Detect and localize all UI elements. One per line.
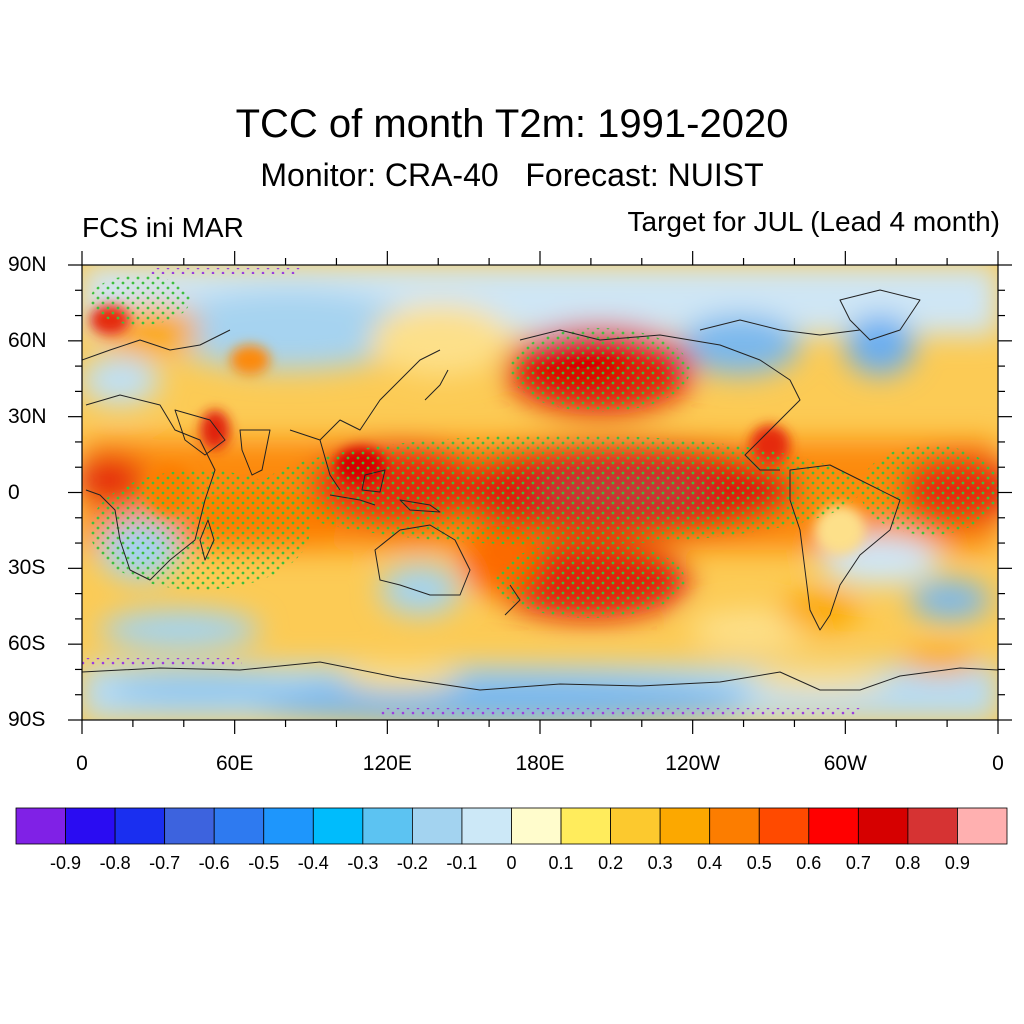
lon-label: 0 bbox=[76, 752, 88, 775]
colorbar-label: -0.1 bbox=[446, 853, 478, 873]
colorbar-swatch bbox=[114, 807, 166, 845]
lat-label: 90S bbox=[8, 708, 46, 731]
colorbar-swatch bbox=[15, 807, 66, 845]
colorbar-swatch bbox=[164, 807, 215, 845]
colorbar-label: 0.9 bbox=[944, 853, 970, 873]
colorbar-swatch bbox=[560, 807, 611, 845]
lon-label: 120W bbox=[665, 752, 721, 775]
colorbar-swatch bbox=[758, 807, 810, 845]
lon-label: 120E bbox=[362, 752, 412, 775]
colorbar-swatch bbox=[808, 807, 859, 845]
lon-label: 60E bbox=[215, 752, 254, 775]
colorbar-swatch bbox=[610, 807, 661, 845]
lat-label: 60N bbox=[8, 328, 47, 352]
coastlines bbox=[82, 289, 998, 691]
colorbar-swatch bbox=[957, 807, 1008, 845]
colorbar-swatch bbox=[709, 807, 760, 845]
chart-subtitle: Monitor: CRA-40 Forecast: NUIST bbox=[260, 157, 764, 193]
init-label: FCS ini MAR bbox=[82, 212, 244, 243]
colorbar-label: 0.2 bbox=[598, 853, 624, 873]
colorbar-swatch bbox=[857, 807, 909, 845]
axis-ticks bbox=[68, 251, 1012, 734]
lon-label: 0 bbox=[992, 752, 1004, 775]
colorbar-label: 0.4 bbox=[697, 853, 723, 873]
colorbar-label: 0.8 bbox=[895, 853, 921, 873]
colorbar-label: -0.9 bbox=[50, 853, 82, 873]
colorbar-swatch bbox=[263, 807, 314, 845]
colorbar-label: -0.5 bbox=[248, 853, 280, 873]
colorbar-swatch bbox=[213, 807, 265, 845]
correlation-field bbox=[82, 265, 998, 720]
lat-label: 0 bbox=[8, 480, 20, 504]
colorbar-swatch bbox=[411, 807, 463, 845]
colorbar-swatch bbox=[312, 807, 364, 845]
lat-label: 30S bbox=[8, 556, 46, 580]
colorbar-label: 0.7 bbox=[845, 853, 871, 873]
colorbar-label: 0.5 bbox=[746, 853, 772, 873]
colorbar-label: 0 bbox=[506, 853, 517, 873]
colorbar-swatch bbox=[65, 807, 116, 845]
colorbar-swatch bbox=[461, 807, 512, 845]
colorbar-swatch bbox=[907, 807, 958, 845]
colorbar-label: -0.4 bbox=[297, 853, 329, 873]
colorbar-swatch bbox=[659, 807, 711, 845]
colorbar-label: -0.6 bbox=[198, 853, 230, 873]
colorbar-label: -0.7 bbox=[149, 853, 181, 873]
lat-label: 60S bbox=[8, 632, 46, 656]
lon-label: 60W bbox=[823, 752, 867, 775]
lon-label: 180E bbox=[515, 752, 565, 775]
colorbar-label: 0.1 bbox=[548, 853, 574, 873]
colorbar-label: 0.3 bbox=[647, 853, 673, 873]
colorbar-label: -0.2 bbox=[396, 853, 428, 873]
colorbar-label: -0.8 bbox=[99, 853, 131, 873]
lat-label: 90N bbox=[8, 253, 47, 276]
colorbar-label: -0.3 bbox=[347, 853, 379, 873]
colorbar bbox=[15, 807, 1008, 845]
colorbar-label: 0.6 bbox=[796, 853, 822, 873]
target-label: Target for JUL (Lead 4 month) bbox=[627, 206, 1000, 237]
chart-title: TCC of month T2m: 1991-2020 bbox=[235, 102, 789, 146]
colorbar-swatch bbox=[511, 807, 562, 845]
lat-label: 30N bbox=[8, 404, 47, 428]
colorbar-swatch bbox=[362, 807, 413, 845]
